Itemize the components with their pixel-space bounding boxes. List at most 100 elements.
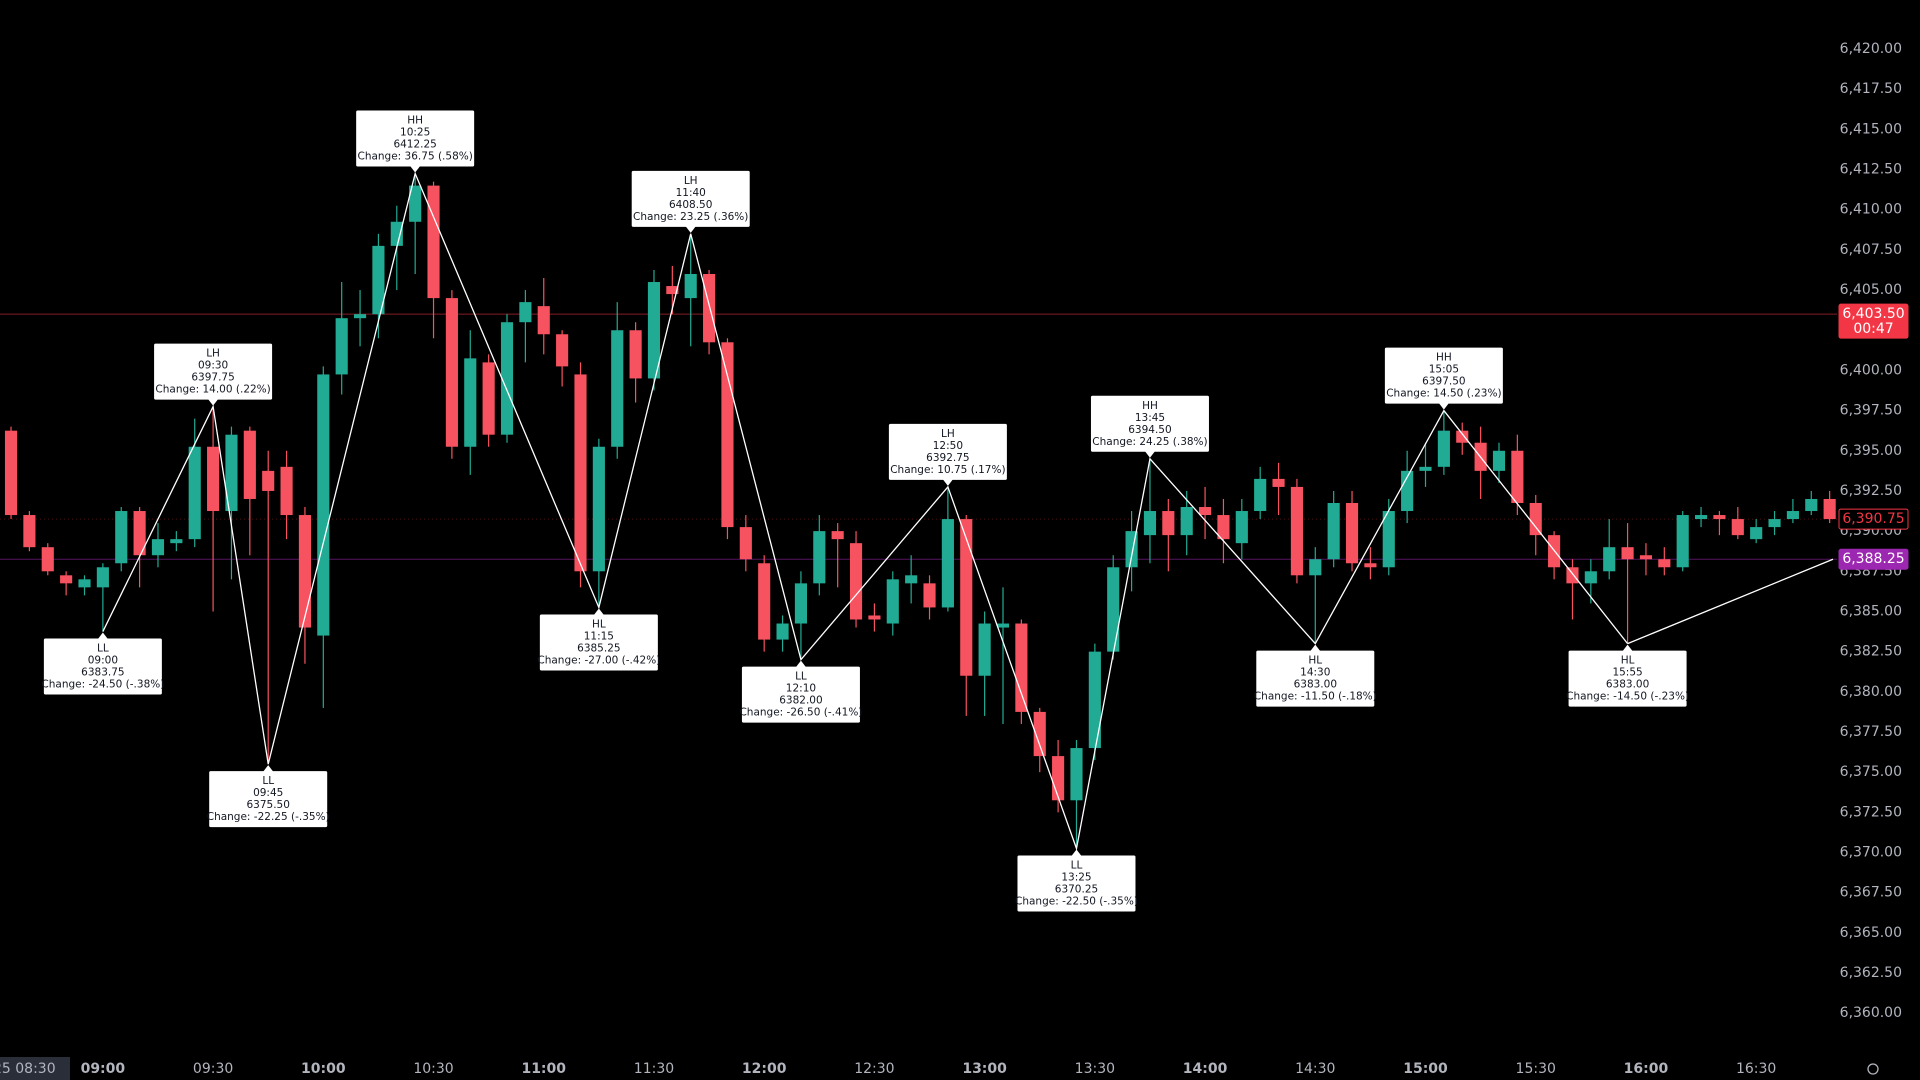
- zigzag-line: [102, 171, 1629, 851]
- candle-body: [1658, 559, 1671, 568]
- candle-body: [923, 583, 936, 608]
- pivot-time: 12:10: [786, 683, 816, 695]
- candle-body: [1143, 511, 1157, 536]
- candle-body: [1217, 515, 1230, 540]
- pivot-time: 14:30: [1300, 667, 1330, 679]
- pivot-time: 09:00: [88, 655, 118, 667]
- price-marker-label: 6,403.50: [1842, 306, 1904, 322]
- candle-body: [758, 563, 771, 640]
- y-tick-label: 6,420.00: [1840, 41, 1902, 57]
- pivot-pointer: [1622, 644, 1633, 652]
- x-tick-label: 14:30: [1295, 1061, 1335, 1077]
- candle-body: [905, 575, 918, 584]
- y-tick-label: 6,400.00: [1840, 362, 1902, 378]
- candle-body: [298, 515, 312, 628]
- candle-body: [207, 446, 220, 512]
- candle-body: [60, 575, 73, 584]
- y-tick-label: 6,410.00: [1840, 202, 1902, 218]
- pivot-box: [1568, 650, 1687, 707]
- candle-body: [133, 511, 146, 556]
- candle-body: [868, 615, 881, 620]
- pivot-pointer: [208, 399, 219, 406]
- candle-body: [1456, 430, 1469, 443]
- candle-body: [1070, 748, 1083, 801]
- settings-gear[interactable]: [1867, 1063, 1879, 1075]
- pivot-time: 09:30: [198, 360, 228, 372]
- candle-body: [1364, 563, 1377, 568]
- x-tick-label: 14:00: [1183, 1061, 1228, 1077]
- pivot-time: 10:25: [400, 127, 430, 139]
- candle-body: [427, 185, 440, 299]
- pivot-price-label: 6397.75: [191, 372, 234, 384]
- pivot-price-label: 6392.75: [926, 452, 969, 464]
- price-marker-box: [1838, 303, 1909, 339]
- y-tick-label: 6,375.00: [1840, 764, 1902, 780]
- candle-body: [519, 302, 532, 323]
- candle-body: [647, 282, 661, 379]
- y-tick-label: 6,415.00: [1840, 121, 1902, 137]
- pivot-pointer: [1438, 403, 1449, 410]
- candle-body: [703, 273, 716, 343]
- candle-body: [1162, 511, 1175, 536]
- pivot-type: HH: [1142, 400, 1158, 412]
- candle-body: [409, 185, 422, 222]
- y-tick-label: 6,360.00: [1840, 1005, 1902, 1021]
- candle-body: [666, 286, 679, 295]
- x-tick-label: 15:00: [1403, 1061, 1448, 1077]
- x-tick-label: 12:30: [854, 1061, 894, 1077]
- price-marker-box: [1838, 508, 1909, 530]
- pivot-type: HL: [592, 618, 606, 630]
- settings-icon[interactable]: [1867, 1063, 1879, 1075]
- candle-body: [831, 531, 844, 540]
- price-marker-label: 6,388.25: [1842, 551, 1904, 567]
- candle-body: [1401, 470, 1414, 512]
- y-tick-label: 6,365.00: [1840, 925, 1902, 941]
- pivot-pointer: [685, 226, 696, 233]
- candle-body: [813, 531, 826, 584]
- pivot-type: LL: [1071, 859, 1083, 871]
- x-tick-label: 15:30: [1516, 1061, 1556, 1077]
- x-tick-label: 10:30: [413, 1061, 453, 1077]
- pivot-box: [1256, 650, 1375, 707]
- candle-body: [537, 306, 550, 335]
- candle-body: [1199, 507, 1212, 516]
- pivot-type: LL: [795, 671, 807, 683]
- pivot-pointer: [1071, 849, 1082, 856]
- candle-body: [1419, 466, 1432, 471]
- candle-body: [1639, 555, 1653, 560]
- candle-body: [1584, 571, 1597, 584]
- candle-body: [1529, 502, 1542, 536]
- candle-body: [96, 567, 109, 588]
- candle-body: [1694, 515, 1708, 520]
- candle-body: [1107, 567, 1120, 652]
- candle-body: [1786, 511, 1799, 520]
- candle-body: [1052, 756, 1065, 801]
- pivot-change: Change: -26.50 (-.41%): [739, 707, 862, 719]
- y-tick-label: 6,372.50: [1840, 804, 1902, 820]
- pivot-pointer: [1310, 644, 1321, 652]
- pivot-box: [154, 343, 273, 400]
- pivot-pointer: [795, 660, 806, 668]
- pivot-type: LH: [941, 428, 955, 440]
- price-marker-timer: 00:47: [1853, 321, 1893, 337]
- pivot-box: [888, 423, 1007, 480]
- candle-body: [978, 623, 991, 676]
- candle-body: [4, 430, 18, 516]
- pivot-price-label: 6382.00: [779, 695, 822, 707]
- candle-body: [390, 221, 403, 246]
- pivot-box: [741, 666, 860, 723]
- x-cursor-label: 25 08:30: [0, 1061, 56, 1077]
- candle-body: [1511, 450, 1524, 503]
- pivot-box: [1017, 855, 1136, 912]
- pivot-type: HH: [1436, 352, 1452, 364]
- candle-body: [243, 430, 256, 499]
- candle-body: [1768, 519, 1781, 528]
- pivot-price-label: 6397.50: [1422, 376, 1465, 388]
- candle-body: [317, 374, 330, 636]
